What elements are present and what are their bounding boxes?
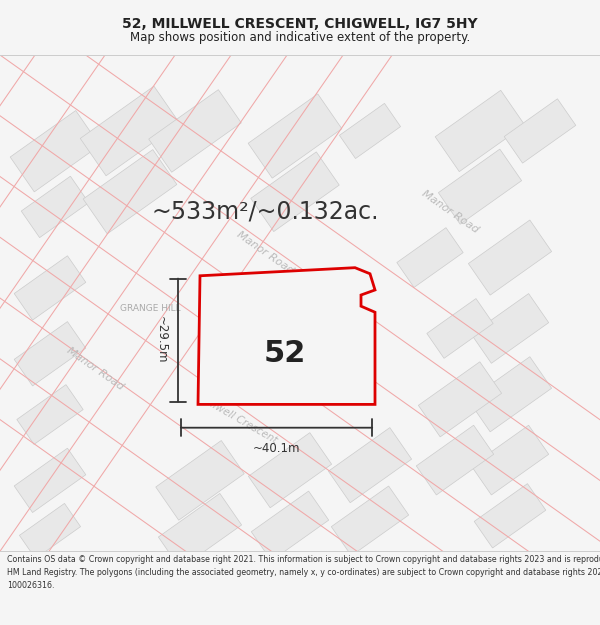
Text: Manor Road: Manor Road	[420, 189, 480, 235]
Polygon shape	[331, 486, 409, 556]
Polygon shape	[474, 484, 546, 548]
Polygon shape	[251, 152, 339, 231]
Polygon shape	[471, 294, 549, 363]
Polygon shape	[469, 220, 551, 295]
Text: Map shows position and indicative extent of the property.: Map shows position and indicative extent…	[130, 31, 470, 44]
Polygon shape	[14, 322, 86, 386]
Polygon shape	[10, 111, 100, 192]
Polygon shape	[14, 256, 86, 320]
Text: 52: 52	[264, 339, 306, 368]
Text: 100026316.: 100026316.	[7, 581, 55, 590]
Polygon shape	[21, 176, 89, 238]
Text: Manor Road: Manor Road	[65, 346, 125, 392]
Polygon shape	[198, 268, 375, 404]
Text: Millwell Crescent: Millwell Crescent	[197, 393, 278, 446]
Polygon shape	[397, 228, 463, 288]
Polygon shape	[17, 384, 83, 444]
Polygon shape	[158, 494, 242, 569]
Text: ~40.1m: ~40.1m	[253, 442, 300, 455]
Polygon shape	[439, 149, 521, 224]
Polygon shape	[469, 357, 551, 432]
Text: Contains OS data © Crown copyright and database right 2021. This information is : Contains OS data © Crown copyright and d…	[7, 555, 600, 564]
Polygon shape	[80, 86, 180, 176]
Polygon shape	[435, 90, 525, 172]
Polygon shape	[19, 503, 80, 559]
Polygon shape	[471, 425, 549, 495]
Text: ~29.5m: ~29.5m	[155, 316, 168, 364]
Text: 52, MILLWELL CRESCENT, CHIGWELL, IG7 5HY: 52, MILLWELL CRESCENT, CHIGWELL, IG7 5HY	[122, 18, 478, 31]
Polygon shape	[248, 94, 342, 178]
Polygon shape	[149, 89, 241, 172]
Text: Manor Road: Manor Road	[235, 229, 295, 276]
Polygon shape	[14, 448, 86, 512]
Polygon shape	[156, 441, 244, 520]
Polygon shape	[340, 103, 401, 159]
Text: HM Land Registry. The polygons (including the associated geometry, namely x, y c: HM Land Registry. The polygons (includin…	[7, 568, 600, 577]
Polygon shape	[427, 299, 493, 358]
Polygon shape	[251, 491, 329, 561]
Polygon shape	[416, 425, 494, 495]
Polygon shape	[248, 432, 332, 508]
Polygon shape	[504, 99, 576, 163]
Text: GRANGE HILL: GRANGE HILL	[119, 304, 181, 312]
Text: ~533m²/~0.132ac.: ~533m²/~0.132ac.	[151, 200, 379, 224]
Polygon shape	[83, 149, 177, 234]
Polygon shape	[328, 428, 412, 503]
Polygon shape	[418, 362, 502, 437]
